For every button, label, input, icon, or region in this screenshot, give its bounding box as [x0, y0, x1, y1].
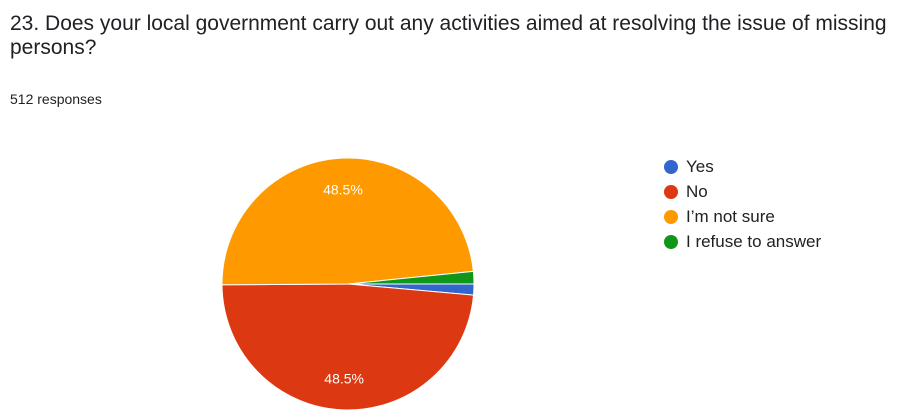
- legend-swatch-icon: [664, 184, 678, 199]
- pie-chart: 48.5% 48.5%: [210, 146, 490, 418]
- chart-legend: Yes No I’m not sure I refuse to answer: [664, 154, 821, 254]
- legend-label: Yes: [686, 156, 714, 176]
- response-count: 512 responses: [10, 91, 102, 107]
- legend-label: I’m not sure: [686, 206, 775, 226]
- legend-label: I refuse to answer: [686, 231, 822, 251]
- legend-swatch-icon: [664, 234, 678, 249]
- legend-swatch-icon: [664, 159, 678, 174]
- legend-swatch-icon: [664, 209, 678, 224]
- pie-slice-i-refuse-to-answer[interactable]: [347, 270, 475, 285]
- legend-label: No: [686, 181, 708, 201]
- legend-item-i-m-not-sure[interactable]: I’m not sure: [664, 204, 821, 229]
- pie-chart-svg: 48.5% 48.5%: [221, 157, 475, 411]
- pie-slice-i-m-not-sure[interactable]: [221, 157, 474, 286]
- pie-slice-no[interactable]: [221, 283, 475, 411]
- legend-item-yes[interactable]: Yes: [664, 154, 821, 179]
- question-title: 23. Does your local government carry out…: [10, 12, 887, 59]
- legend-item-i-refuse-to-answer[interactable]: I refuse to answer: [664, 229, 821, 254]
- slice-label-i-m-not-sure: 48.5%: [323, 182, 363, 198]
- legend-item-no[interactable]: No: [664, 179, 821, 204]
- slice-label-no: 48.5%: [324, 370, 364, 386]
